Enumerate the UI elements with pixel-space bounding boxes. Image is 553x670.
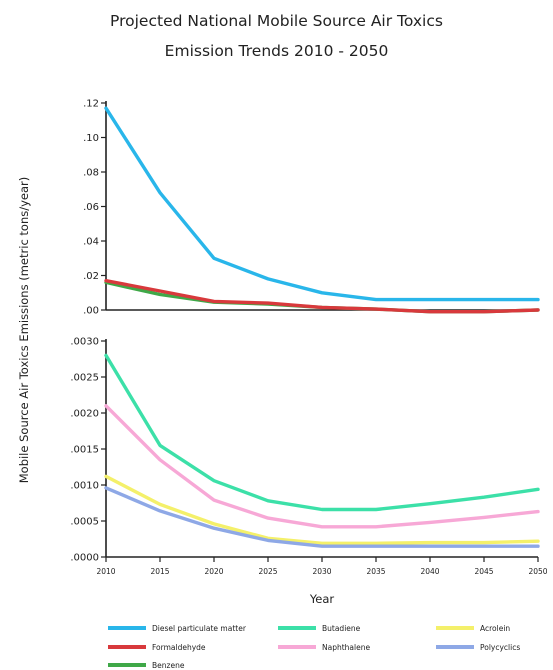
series-line-formaldehyde bbox=[104, 279, 540, 314]
y-tick-label: .00 bbox=[83, 306, 99, 317]
legend-label-acrolein: Acrolein bbox=[480, 624, 510, 633]
chart-title: Projected National Mobile Source Air Tox… bbox=[0, 6, 553, 66]
y-tick-label: .0020 bbox=[70, 409, 99, 420]
x-tick-label: 2015 bbox=[150, 567, 169, 576]
x-tick-label: 2020 bbox=[204, 567, 223, 576]
y-tick-label: .12 bbox=[83, 99, 99, 110]
legend-label-polycyclics: Polycyclics bbox=[480, 643, 520, 652]
legend-label-naphthalene: Naphthalene bbox=[322, 643, 370, 652]
series-line-diesel-particulate-matter bbox=[104, 106, 540, 302]
series-line-polycyclics bbox=[104, 486, 540, 548]
y-axis-label: Mobile Source Air Toxics Emissions (metr… bbox=[17, 177, 31, 484]
x-axis-label: Year bbox=[309, 592, 335, 606]
chart-title-line-1: Projected National Mobile Source Air Tox… bbox=[110, 12, 443, 30]
x-tick-label: 2025 bbox=[258, 567, 277, 576]
legend-label-benzene: Benzene bbox=[152, 661, 185, 670]
series-line-butadiene bbox=[104, 353, 540, 512]
x-tick-label: 2010 bbox=[96, 567, 115, 576]
y-tick-label: .0000 bbox=[70, 553, 99, 564]
x-tick-label: 2050 bbox=[528, 567, 547, 576]
y-tick-label: .06 bbox=[83, 202, 99, 213]
legend-label-diesel-particulate-matter: Diesel particulate matter bbox=[152, 624, 247, 633]
x-tick-label: 2040 bbox=[420, 567, 439, 576]
legend-label-butadiene: Butadiene bbox=[322, 624, 361, 633]
y-tick-label: .0030 bbox=[70, 337, 99, 348]
y-tick-label: .0010 bbox=[70, 481, 99, 492]
y-tick-label: .02 bbox=[83, 271, 99, 282]
series-line-acrolein bbox=[104, 474, 540, 545]
chart-title-line-2: Emission Trends 2010 - 2050 bbox=[164, 42, 389, 60]
x-tick-label: 2035 bbox=[366, 567, 385, 576]
y-tick-label: .0005 bbox=[70, 517, 99, 528]
x-tick-label: 2030 bbox=[312, 567, 331, 576]
y-tick-label: .0015 bbox=[70, 445, 99, 456]
y-tick-label: .04 bbox=[83, 237, 99, 248]
y-tick-label: .10 bbox=[83, 133, 99, 144]
series-line-naphthalene bbox=[104, 404, 540, 529]
legend-label-formaldehyde: Formaldehyde bbox=[152, 643, 206, 652]
y-tick-label: .08 bbox=[83, 168, 99, 179]
y-tick-label: .0025 bbox=[70, 373, 99, 384]
x-tick-label: 2045 bbox=[474, 567, 493, 576]
